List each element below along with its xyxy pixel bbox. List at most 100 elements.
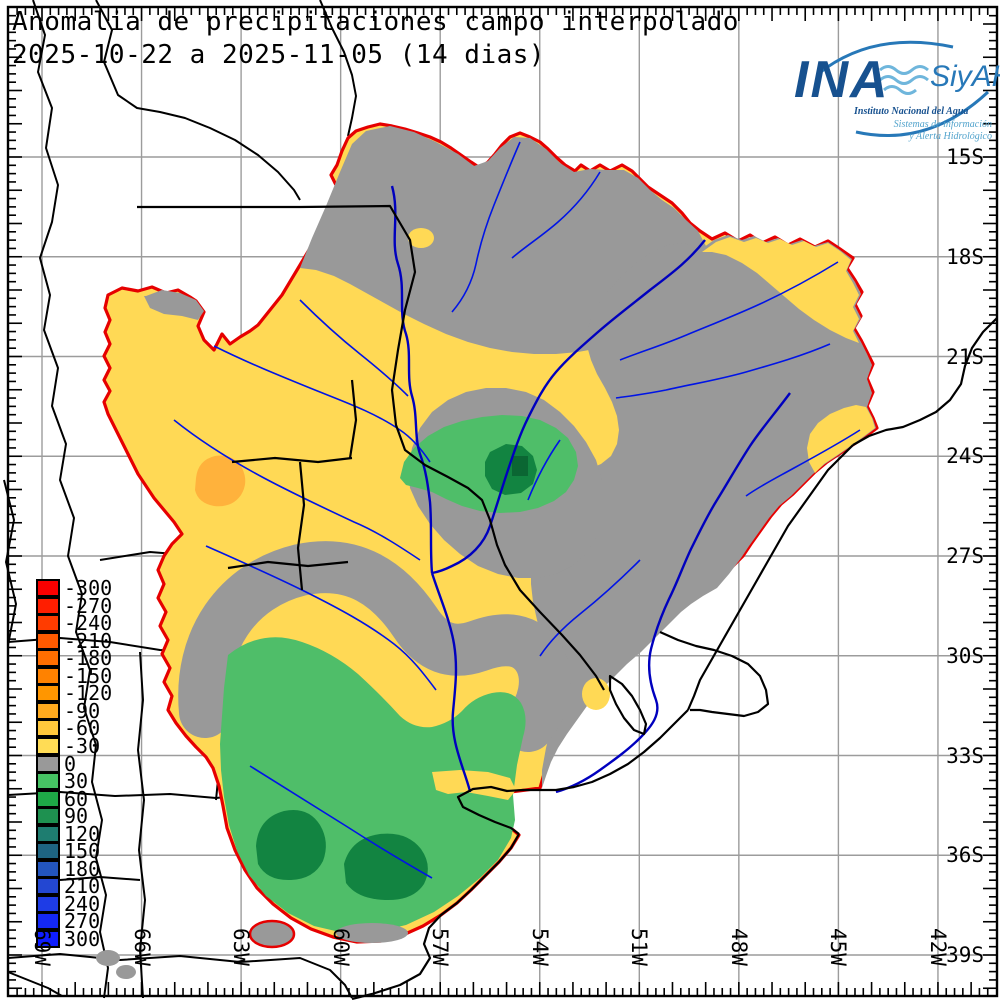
latitude-label: 30S: [946, 643, 984, 668]
legend-swatch: [36, 596, 60, 615]
longitude-label: 63W: [229, 928, 254, 966]
border-uruguay-brazil: [659, 630, 770, 718]
logo-arc-top: [817, 40, 954, 76]
legend-value: 300: [64, 927, 101, 951]
legend-item: -120: [36, 681, 112, 705]
river-mid: [527, 439, 561, 501]
gray-spots-west: [96, 950, 136, 979]
legend-value: 30: [64, 769, 89, 794]
ina-siyah-logo: INA SiyAH Instituto Nacional del Agua Si…: [788, 22, 1000, 142]
legend-swatch: [36, 912, 60, 931]
anomaly-gray-south-ring: [178, 541, 571, 752]
logo-subtitle-line1: Sistemas de información: [893, 119, 992, 130]
legend-item: 120: [36, 822, 100, 846]
river-pilcomayo: [213, 345, 431, 463]
latitude-label: 15S: [946, 145, 984, 169]
latitude-label: 27S: [946, 544, 984, 568]
border-andes: [32, 0, 109, 999]
legend-swatch: [36, 789, 60, 808]
legend-swatch: [36, 579, 60, 597]
border-chaco-1: [231, 456, 353, 464]
legend-item: -210: [36, 629, 112, 653]
border-bolivia-east: [319, 0, 357, 137]
coast-lagoon: [608, 674, 648, 736]
logo-waves-icon: [879, 65, 929, 95]
longitude-label: 66W: [129, 928, 154, 966]
anomaly-gray-arm: [144, 290, 204, 320]
legend-item: -180: [36, 646, 112, 670]
logo-system-name: SiyAH: [930, 60, 1000, 93]
legend-swatch: [36, 754, 60, 773]
river-east: [745, 429, 861, 497]
river-ne: [619, 261, 839, 361]
longitude-label: 45W: [826, 928, 851, 966]
coast-brazil-south: [686, 444, 854, 711]
longitude-label: 69W: [30, 928, 54, 966]
legend-value: 0: [64, 751, 77, 776]
latitude-label: 24S: [946, 444, 984, 469]
anomaly-yellow-ne: [702, 237, 859, 343]
legend-value: -240: [64, 611, 113, 636]
border-chaco-2: [348, 379, 358, 459]
river-salado: [205, 545, 437, 691]
legend-item: 300: [36, 927, 100, 951]
legend-value: -180: [64, 646, 113, 671]
legend-item: 180: [36, 857, 100, 881]
legend-item: -300: [36, 576, 112, 600]
legend-item: 210: [36, 874, 100, 898]
rivers: [173, 141, 861, 879]
legend-swatch: [36, 877, 60, 896]
legend-swatch: [36, 807, 60, 826]
borders-over-basin: [137, 204, 998, 1000]
latitude-label: 39S: [946, 943, 984, 967]
river-parana-lower: [430, 572, 472, 793]
anomaly-orange-spot: [195, 455, 246, 507]
anomaly-gray-east: [531, 235, 876, 788]
river-north-1: [451, 141, 521, 313]
legend-swatch: [36, 930, 60, 948]
main-rivers: [390, 185, 791, 794]
legend-value: 210: [64, 874, 101, 899]
river-chaco: [299, 299, 409, 397]
legend-item: 90: [36, 804, 88, 828]
logo-arcs: [817, 40, 990, 138]
legend-swatch: [36, 631, 60, 650]
longitude-label: 51W: [627, 928, 652, 966]
legend-value: -120: [64, 681, 113, 706]
legend-value: -270: [64, 593, 113, 618]
river-iguazu: [615, 343, 831, 399]
map-title: Anomalia de precipitaciones campo interp…: [12, 6, 739, 72]
legend-value: -90: [64, 698, 101, 723]
legend-value: 150: [64, 839, 101, 864]
legend-value: 270: [64, 909, 101, 934]
legend-value: -210: [64, 628, 113, 653]
logo-institute-name: Instituto Nacional del Agua: [854, 106, 969, 117]
legend-value: -150: [64, 663, 113, 688]
logo-arc-bottom: [855, 90, 990, 138]
longitude-label: 57W: [428, 928, 453, 966]
legend-value: -300: [64, 576, 113, 600]
legend-swatch: [36, 614, 60, 633]
legend-swatch: [36, 736, 60, 755]
legend-value: 90: [64, 804, 89, 829]
anomaly-yellow-estuary: [432, 770, 516, 800]
longitude-label: 60W: [328, 928, 353, 966]
anomaly-gray-rim: [336, 923, 408, 943]
legend-item: 240: [36, 892, 100, 916]
legend-value: 120: [64, 821, 101, 846]
river-paraguay: [390, 185, 434, 574]
legend-swatch: [36, 859, 60, 878]
longitude-label: 48W: [726, 928, 751, 966]
legend-item: 150: [36, 839, 100, 863]
latitude-label: 21S: [946, 344, 984, 369]
legend-item: -90: [36, 699, 100, 723]
legend-swatch: [36, 772, 60, 791]
anomaly-green60-south-2: [344, 833, 428, 901]
legend-swatch: [36, 666, 60, 685]
river-bulge: [249, 765, 433, 879]
legend-item: -150: [36, 664, 112, 688]
logo-acronym: INA: [794, 51, 890, 109]
coast-uruguay: [540, 709, 689, 792]
